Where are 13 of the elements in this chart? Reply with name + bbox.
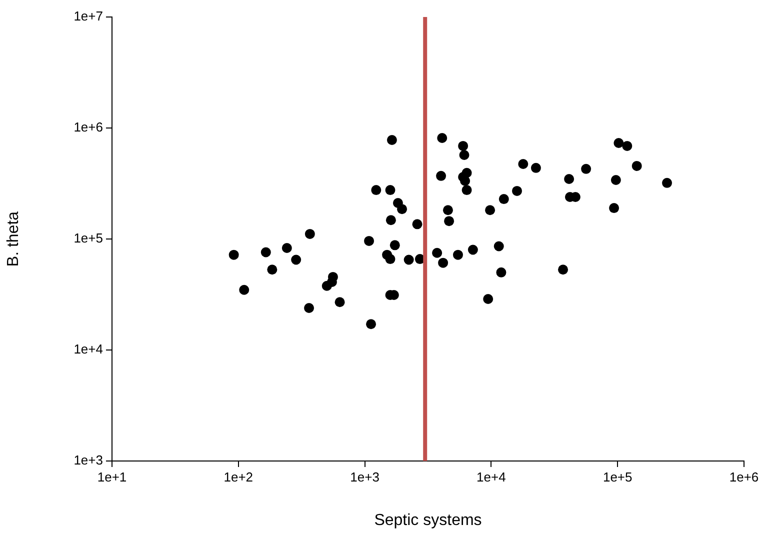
x-tick-label: 1e+4 [476,469,506,484]
x-tick-label: 1e+3 [350,469,380,484]
x-tick-label: 1e+6 [729,469,759,484]
x-axis-title: Septic systems [374,512,482,529]
y-tick-label: 1e+7 [74,8,103,24]
y-tick-label: 1e+3 [74,452,103,468]
x-tick-label: 1e+5 [602,469,632,484]
y-axis-title: B. theta [5,211,22,267]
y-tick-label: 1e+6 [74,120,103,135]
y-tick-label: 1e+5 [74,230,103,246]
x-tick-label: 1e+2 [224,469,254,484]
x-tick-label: 1e+1 [97,469,127,484]
y-tick-label: 1e+4 [74,342,103,357]
